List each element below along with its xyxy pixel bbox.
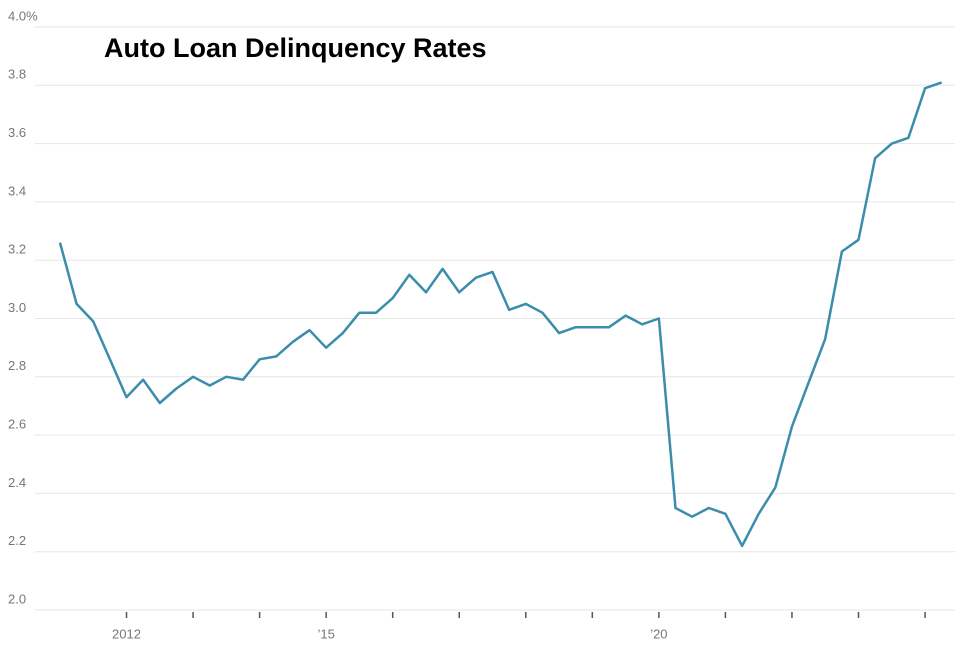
y-tick-label: 3.0 [8, 300, 26, 315]
y-tick-label: 2.2 [8, 533, 26, 548]
chart-title: Auto Loan Delinquency Rates [104, 33, 487, 63]
y-tick-label: 4.0% [8, 8, 38, 23]
y-tick-label: 2.4 [8, 475, 26, 490]
y-tick-label: 3.6 [8, 125, 26, 140]
y-tick-label: 2.8 [8, 358, 26, 373]
y-tick-label: 2.6 [8, 417, 26, 432]
x-tick-label: ’20 [650, 626, 667, 641]
y-tick-label: 3.8 [8, 67, 26, 82]
x-tick-label: ’15 [317, 626, 334, 641]
x-tick-label: 2012 [112, 626, 141, 641]
data-line [58, 81, 943, 548]
y-tick-label: 3.4 [8, 183, 26, 198]
y-tick-label: 2.0 [8, 591, 26, 606]
y-tick-label: 3.2 [8, 242, 26, 257]
